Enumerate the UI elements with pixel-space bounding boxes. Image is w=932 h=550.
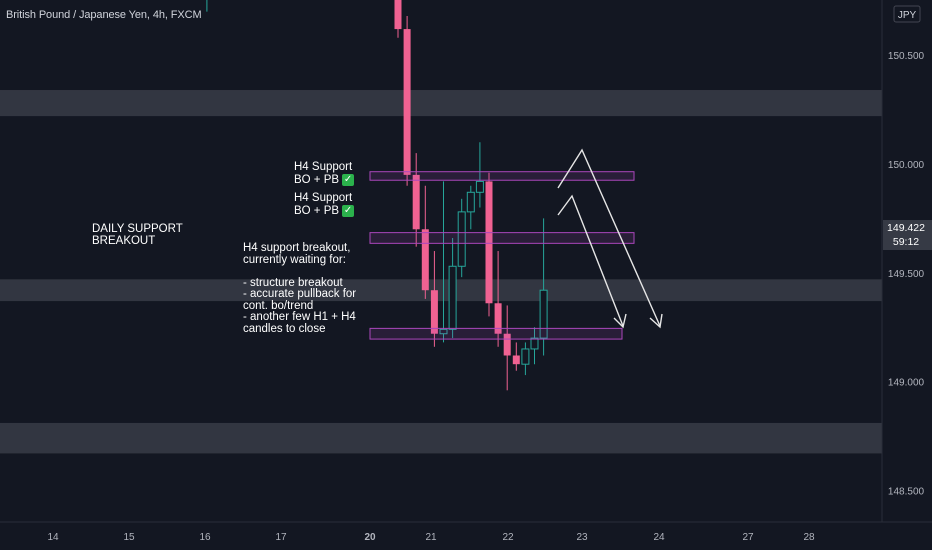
zone-band-2[interactable] (0, 279, 882, 302)
current-price-value: 149.422 (887, 222, 925, 234)
time-tick-label: 24 (653, 532, 665, 543)
time-tick-label: 23 (576, 532, 588, 543)
price-tick-label: 150.000 (888, 160, 925, 171)
projection-arrow-1[interactable] (557, 148, 661, 327)
candle (503, 333, 511, 356)
candle (421, 229, 429, 291)
candle (439, 328, 448, 335)
candle (430, 290, 438, 334)
chart-title: British Pound / Japanese Yen, 4h, FXCM (6, 9, 202, 21)
projection-arrow-2-head (613, 313, 627, 329)
candle (530, 337, 539, 350)
current-price-tag (883, 220, 932, 250)
checkmark-icon: ✓ (342, 173, 355, 186)
time-tick-label: 21 (425, 532, 437, 543)
candle (475, 180, 484, 193)
price-tick-label: 150.500 (888, 51, 925, 62)
candle (448, 265, 457, 330)
h4-support-box-3[interactable] (369, 327, 623, 340)
h4-support-label-2: H4 Support BO + PB ✓ (294, 192, 355, 217)
time-tick-label: 15 (123, 532, 135, 543)
daily-support-label: DAILY SUPPORT BREAKOUT (92, 223, 183, 247)
candle (485, 181, 493, 304)
candle (457, 211, 466, 267)
candle (521, 348, 530, 365)
projection-arrows[interactable] (557, 148, 663, 329)
bar-countdown: 59:12 (893, 236, 919, 248)
candle (394, 0, 402, 30)
candle (466, 191, 475, 213)
candle (494, 303, 502, 334)
zone-band-3[interactable] (0, 422, 882, 454)
h4-support-levels[interactable] (369, 171, 635, 340)
price-tick-label: 149.500 (888, 269, 925, 280)
support-zones (0, 90, 882, 454)
time-tick-label: 28 (803, 532, 815, 543)
price-tick-label: 149.000 (888, 378, 925, 389)
time-tick-label: 16 (199, 532, 211, 543)
time-tick-label: 20 (364, 532, 376, 543)
h4-support-label-1: H4 Support BO + PB ✓ (294, 161, 355, 186)
checkmark-icon: ✓ (342, 204, 355, 217)
time-tick-label: 22 (502, 532, 514, 543)
candle (512, 355, 520, 365)
time-tick-label: 27 (742, 532, 754, 543)
candlestick-series (206, 0, 548, 391)
candle (412, 174, 420, 230)
time-tick-label: 17 (275, 532, 287, 543)
projection-arrow-2[interactable] (557, 194, 624, 327)
currency-badge: JPY (898, 10, 917, 21)
zone-band-1[interactable] (0, 90, 882, 117)
projection-arrow-1-head (649, 313, 663, 329)
h4-support-box-2[interactable] (369, 232, 635, 244)
candle (403, 29, 411, 175)
candle (539, 289, 548, 339)
time-tick-label: 14 (47, 532, 59, 543)
price-axis[interactable]: 150.500 150.000 149.500 149.000 148.500 (888, 51, 925, 497)
time-axis[interactable]: 14 15 16 17 20 21 22 23 24 27 28 (47, 532, 815, 543)
currency-badge-box[interactable] (893, 5, 921, 23)
h4-support-box-1[interactable] (369, 171, 635, 181)
price-tick-label: 148.500 (888, 486, 925, 497)
analysis-note: H4 support breakout, currently waiting f… (243, 242, 357, 335)
